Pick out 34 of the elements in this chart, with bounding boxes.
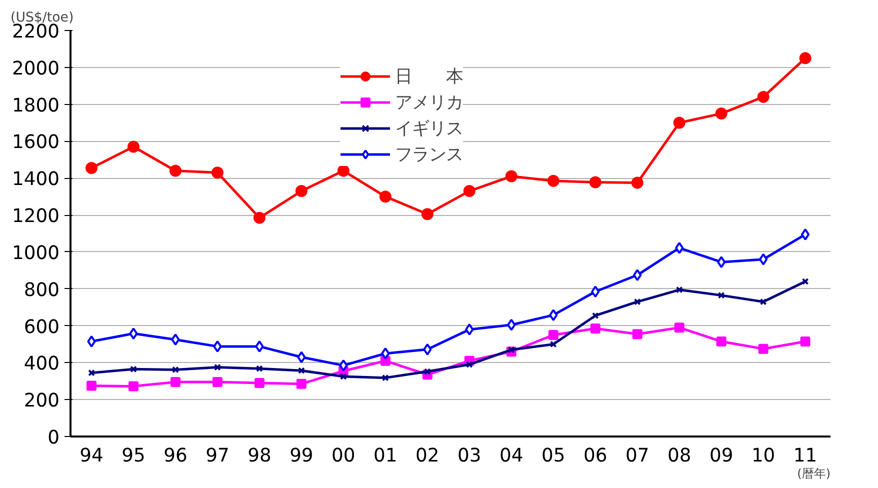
x-tick-label: 05 (542, 446, 566, 466)
x-tick-label: 06 (583, 446, 608, 466)
x-tick-label: 99 (290, 446, 314, 466)
legend-label: 日 本 (395, 66, 463, 88)
x-tick-label: 95 (122, 446, 146, 466)
x-tick-label: 96 (164, 446, 188, 466)
x-tick-label: 02 (416, 446, 440, 466)
y-tick-label: 200 (24, 390, 60, 412)
y-tick-label: 400 (24, 354, 60, 375)
x-tick-label: 07 (625, 446, 650, 466)
y-tick-label: 0 (48, 428, 60, 448)
y-tick-label: 1800 (12, 95, 60, 116)
x-tick-label: 00 (332, 446, 356, 466)
legend-label: フランス (395, 144, 463, 166)
y-tick-label: 1400 (12, 169, 60, 190)
x-axis-title: (暦年) (797, 466, 831, 480)
legend-label: アメリカ (395, 92, 463, 114)
x-tick-label: 97 (206, 446, 230, 466)
x-tick-label: 98 (248, 446, 272, 466)
y-tick-label: 800 (24, 280, 60, 301)
y-tick-label: 600 (24, 316, 60, 338)
legend-label: イギリス (395, 118, 463, 140)
x-tick-label: 10 (751, 446, 776, 466)
x-tick-label: 03 (458, 446, 482, 466)
y-tick-label: 2000 (12, 58, 60, 80)
x-tick-label: 01 (374, 446, 398, 466)
x-tick-label: 94 (80, 446, 104, 466)
y-tick-label: 1200 (12, 206, 60, 228)
x-tick-label: 04 (500, 446, 524, 466)
y-tick-label: 1600 (12, 132, 60, 154)
y-tick-label: 1000 (12, 242, 60, 264)
x-tick-label: 08 (667, 446, 692, 466)
x-tick-label: 09 (709, 446, 734, 466)
x-tick-label: 11 (793, 446, 818, 466)
